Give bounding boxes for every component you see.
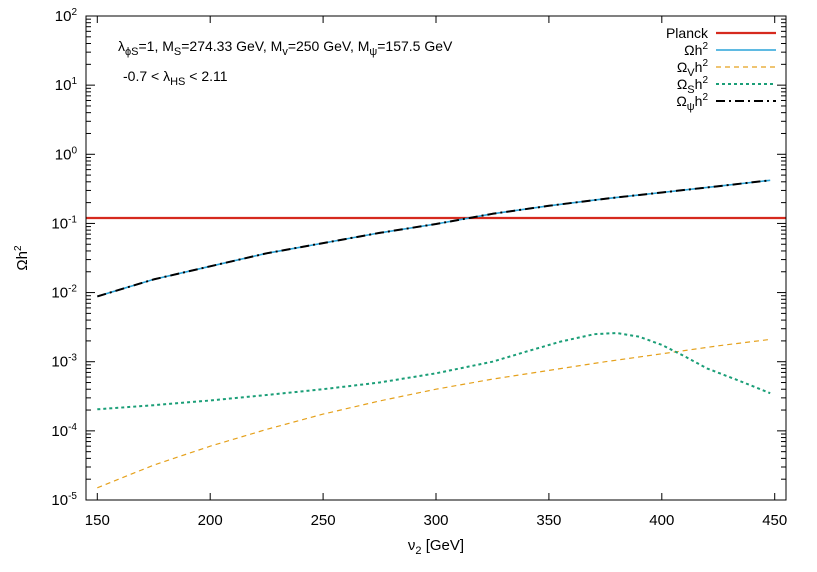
y-tick-label--4-part-1: -4	[68, 422, 77, 433]
y-tick-label--3-part-1: -3	[68, 353, 77, 364]
y-tick-label-0-part-1: 0	[71, 145, 77, 156]
y-tick-label--2: 10-2	[51, 284, 77, 302]
legend-label-planck-part-0: Planck	[666, 25, 709, 41]
legend-label-scalar-part-2: h	[695, 76, 703, 92]
x-tick-label-400: 400	[649, 512, 674, 529]
annotation-1-part-1: HS	[170, 76, 185, 88]
y-tick-label-1-part-1: 1	[71, 76, 77, 87]
legend-label-vector-part-3: 2	[702, 58, 708, 69]
annotation-0-part-2: =1, M	[139, 38, 174, 54]
annotation-0-part-0: λ	[118, 38, 125, 54]
annotation-0-part-4: =274.33 GeV, M	[181, 38, 282, 54]
y-tick-label--1-part-0: 10	[51, 215, 68, 232]
y-tick-label-2: 102	[55, 7, 78, 25]
series-line-vector	[97, 338, 771, 489]
x-axis-label: ν2 [GeV]	[408, 537, 464, 557]
y-tick-label-2-part-0: 10	[55, 8, 72, 25]
x-tick-label-300: 300	[423, 512, 448, 529]
annotation-0-part-8: =157.5 GeV	[377, 38, 453, 54]
x-tick-label-200: 200	[198, 512, 223, 529]
legend-label-scalar-part-0: Ω	[677, 76, 687, 92]
y-tick-label-1: 101	[55, 76, 78, 94]
annotation-0-part-6: =250 GeV, M	[288, 38, 370, 54]
y-tick-label-0-part-0: 10	[55, 146, 72, 163]
y-tick-label--3-part-0: 10	[51, 354, 68, 371]
annotation-0-part-5: v	[282, 46, 288, 58]
y-tick-label--3: 10-3	[51, 353, 77, 371]
y-tick-label--2-part-1: -2	[68, 284, 77, 295]
y-tick-label--4: 10-4	[51, 422, 77, 440]
y-tick-label--5: 10-5	[51, 491, 77, 509]
y-tick-label--1: 10-1	[51, 214, 77, 232]
legend-label-scalar-part-3: 2	[702, 75, 708, 86]
legend-label-total: Ωh2	[684, 41, 708, 58]
annotation-0-part-7: ψ	[369, 46, 377, 58]
annotations: λϕS=1, MS=274.33 GeV, Mv=250 GeV, Mψ=157…	[118, 38, 453, 88]
annotation-0-part-1: ϕS	[125, 46, 139, 58]
y-tick-label-2-part-1: 2	[71, 7, 77, 18]
legend-label-vector: ΩVh2	[677, 58, 709, 79]
x-axis-label-rest: [GeV]	[422, 537, 465, 554]
annotation-1-part-2: < 2.11	[185, 68, 227, 84]
x-tick-label-450: 450	[762, 512, 787, 529]
y-tick-label--5-part-1: -5	[68, 491, 77, 502]
x-tick-label-350: 350	[536, 512, 561, 529]
x-tick-label-250: 250	[311, 512, 336, 529]
y-tick-label-1-part-0: 10	[55, 77, 72, 94]
y-tick-label--5-part-0: 10	[51, 492, 68, 509]
series-line-scalar	[97, 332, 771, 411]
x-axis-label-main: ν	[408, 537, 416, 554]
legend-label-fermion-part-2: h	[695, 93, 703, 109]
series-layer	[86, 179, 786, 489]
y-tick-label--2-part-0: 10	[51, 285, 68, 302]
annotation-1: -0.7 < λHS < 2.11	[123, 68, 228, 88]
series-line-total	[97, 179, 771, 298]
y-tick-label-0: 100	[55, 145, 78, 163]
y-axis-label: Ωh2	[13, 245, 31, 271]
legend-label-planck: Planck	[666, 25, 709, 41]
legend-label-vector-part-1: V	[687, 67, 695, 79]
legend-label-vector-part-0: Ω	[677, 59, 687, 75]
legend-label-total-part-0: Ωh	[684, 42, 702, 58]
legend-label-total-part-1: 2	[702, 41, 708, 52]
annotation-0: λϕS=1, MS=274.33 GeV, Mv=250 GeV, Mψ=157…	[118, 38, 453, 58]
x-axis-label-sub: 2	[415, 545, 421, 557]
legend-label-fermion-part-0: Ω	[676, 93, 686, 109]
legend-label-fermion-part-1: ψ	[687, 101, 695, 113]
y-tick-label--4-part-0: 10	[51, 423, 68, 440]
series-line-fermion	[97, 179, 771, 298]
legend-label-fermion-part-3: 2	[702, 92, 708, 103]
y-axis-label-main: Ωh	[14, 251, 31, 271]
legend-label-scalar-part-1: S	[687, 84, 694, 96]
legend-label-fermion: Ωψh2	[676, 92, 708, 113]
legend-label-vector-part-2: h	[695, 59, 703, 75]
legend-label-scalar: ΩSh2	[677, 75, 709, 96]
annotation-0-part-3: S	[174, 46, 181, 58]
y-tick-label--1-part-1: -1	[68, 214, 77, 225]
annotation-1-part-0: -0.7 < λ	[123, 68, 170, 84]
x-tick-label-150: 150	[85, 512, 110, 529]
x-axis: 150 200 250 300 350 400 450	[85, 16, 787, 529]
y-axis-label-sup: 2	[13, 245, 24, 251]
